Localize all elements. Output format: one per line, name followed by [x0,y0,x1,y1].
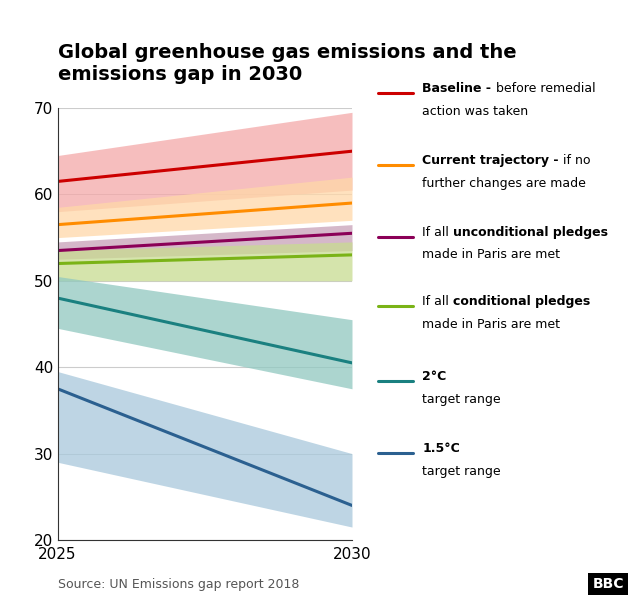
Text: BBC: BBC [593,577,624,591]
Text: made in Paris are met: made in Paris are met [422,317,561,331]
Text: before remedial: before remedial [496,82,595,95]
Text: unconditional pledges: unconditional pledges [453,226,608,239]
Text: target range: target range [422,464,501,478]
Text: Baseline -: Baseline - [422,82,496,95]
Text: further changes are made: further changes are made [422,176,586,190]
Text: Source: UN Emissions gap report 2018: Source: UN Emissions gap report 2018 [58,578,299,591]
Text: Global greenhouse gas emissions and the
emissions gap in 2030: Global greenhouse gas emissions and the … [58,43,516,84]
Text: 2°C: 2°C [422,370,447,383]
Text: if no: if no [563,154,591,167]
Text: If all: If all [422,226,453,239]
Text: target range: target range [422,392,501,406]
Text: made in Paris are met: made in Paris are met [422,248,561,262]
Text: Current trajectory -: Current trajectory - [422,154,563,167]
Text: If all: If all [422,295,453,308]
Text: 1.5°C: 1.5°C [422,442,460,455]
Text: action was taken: action was taken [422,104,529,118]
Text: conditional pledges: conditional pledges [453,295,591,308]
